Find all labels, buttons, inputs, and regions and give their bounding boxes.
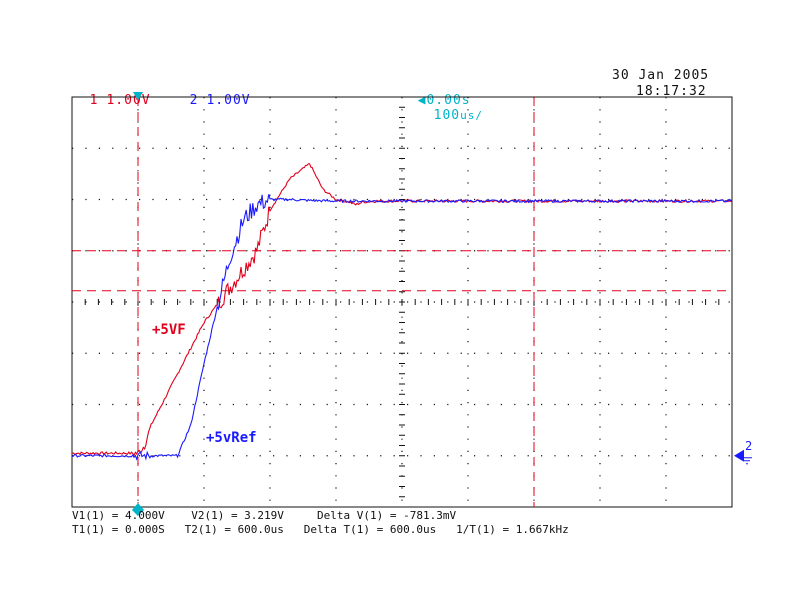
trace-labels: +5VF +5vRef 2 bbox=[152, 322, 752, 465]
traces bbox=[71, 163, 733, 461]
ground-symbol-icon bbox=[742, 457, 752, 465]
ground-marker-label: 2 bbox=[745, 439, 752, 453]
trace-ch2 bbox=[71, 194, 733, 461]
cursor-readout-voltage: V1(1) = 4.000V V2(1) = 3.219V Delta V(1)… bbox=[72, 509, 457, 522]
channel1-number: 1 bbox=[89, 93, 99, 108]
trigger-marker-bottom-icon bbox=[132, 503, 144, 516]
trace-label-5vref: +5vRef bbox=[206, 430, 257, 446]
date-stamp: 30 Jan 2005 bbox=[612, 68, 710, 83]
trace-label-5vf: +5VF bbox=[152, 322, 186, 338]
time-stamp: 18:17:32 bbox=[636, 84, 707, 99]
channel2-number: 2 bbox=[189, 93, 199, 108]
graticule bbox=[71, 96, 733, 508]
timebase-unit: us/ bbox=[460, 109, 484, 122]
cursor-readout-time: T1(1) = 0.000S T2(1) = 600.0us Delta T(1… bbox=[72, 523, 569, 536]
trigger-marker-top-icon bbox=[133, 92, 143, 100]
ground-marker-arrow-icon bbox=[734, 449, 744, 462]
timebase-scale: 100 bbox=[433, 108, 461, 123]
cursor-lines bbox=[72, 92, 732, 516]
timebase-arrow-icon: ◀ bbox=[417, 93, 427, 108]
